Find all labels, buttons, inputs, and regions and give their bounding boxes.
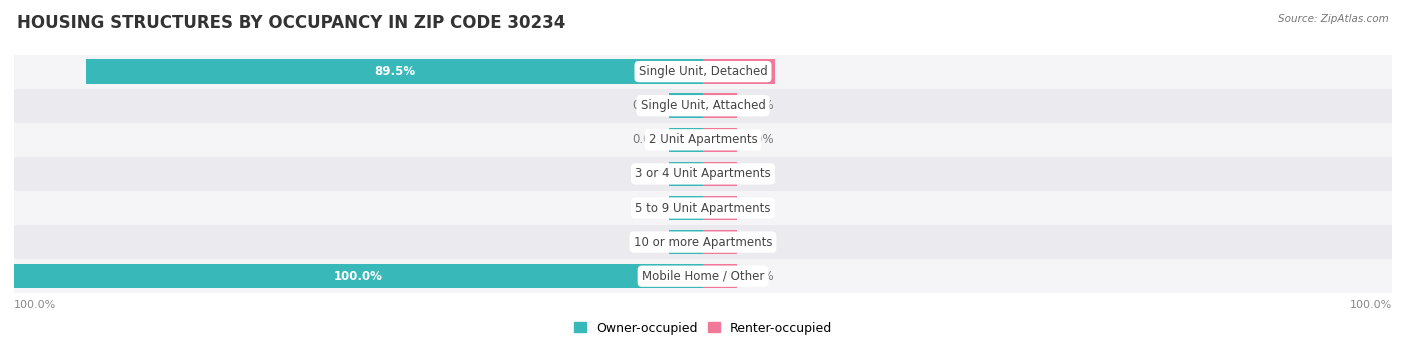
Bar bbox=[14, 123, 1392, 157]
Text: 10 or more Apartments: 10 or more Apartments bbox=[634, 236, 772, 249]
Bar bbox=[669, 162, 703, 186]
Bar bbox=[669, 230, 703, 254]
Text: 0.0%: 0.0% bbox=[744, 167, 773, 180]
Bar bbox=[14, 157, 1392, 191]
Bar bbox=[669, 93, 703, 118]
Text: Mobile Home / Other: Mobile Home / Other bbox=[641, 270, 765, 283]
Bar bbox=[703, 196, 738, 220]
Bar bbox=[703, 128, 738, 152]
Text: HOUSING STRUCTURES BY OCCUPANCY IN ZIP CODE 30234: HOUSING STRUCTURES BY OCCUPANCY IN ZIP C… bbox=[17, 14, 565, 32]
Text: Single Unit, Detached: Single Unit, Detached bbox=[638, 65, 768, 78]
Bar bbox=[669, 128, 703, 152]
Text: 0.0%: 0.0% bbox=[744, 133, 773, 146]
Text: 0.0%: 0.0% bbox=[633, 99, 662, 112]
Text: 0.0%: 0.0% bbox=[633, 167, 662, 180]
Text: Source: ZipAtlas.com: Source: ZipAtlas.com bbox=[1278, 14, 1389, 24]
Bar bbox=[703, 59, 775, 84]
Text: 100.0%: 100.0% bbox=[1350, 300, 1392, 310]
Text: 5 to 9 Unit Apartments: 5 to 9 Unit Apartments bbox=[636, 202, 770, 214]
Bar bbox=[86, 59, 703, 84]
Bar bbox=[14, 89, 1392, 123]
Text: 100.0%: 100.0% bbox=[14, 300, 56, 310]
Text: 2 Unit Apartments: 2 Unit Apartments bbox=[648, 133, 758, 146]
Bar bbox=[14, 264, 703, 288]
Text: 10.5%: 10.5% bbox=[718, 65, 759, 78]
Text: 89.5%: 89.5% bbox=[374, 65, 415, 78]
Bar bbox=[703, 230, 738, 254]
Bar bbox=[14, 259, 1392, 293]
Bar bbox=[703, 162, 738, 186]
Text: 3 or 4 Unit Apartments: 3 or 4 Unit Apartments bbox=[636, 167, 770, 180]
Bar bbox=[703, 93, 738, 118]
Bar bbox=[703, 264, 738, 288]
Text: Single Unit, Attached: Single Unit, Attached bbox=[641, 99, 765, 112]
Text: 0.0%: 0.0% bbox=[633, 133, 662, 146]
Bar bbox=[669, 196, 703, 220]
Text: 0.0%: 0.0% bbox=[744, 202, 773, 214]
Legend: Owner-occupied, Renter-occupied: Owner-occupied, Renter-occupied bbox=[568, 316, 838, 340]
Text: 100.0%: 100.0% bbox=[335, 270, 382, 283]
Bar bbox=[14, 225, 1392, 259]
Bar bbox=[14, 55, 1392, 89]
Text: 0.0%: 0.0% bbox=[744, 236, 773, 249]
Text: 0.0%: 0.0% bbox=[633, 236, 662, 249]
Text: 0.0%: 0.0% bbox=[744, 99, 773, 112]
Text: 0.0%: 0.0% bbox=[633, 202, 662, 214]
Bar bbox=[14, 191, 1392, 225]
Text: 0.0%: 0.0% bbox=[744, 270, 773, 283]
